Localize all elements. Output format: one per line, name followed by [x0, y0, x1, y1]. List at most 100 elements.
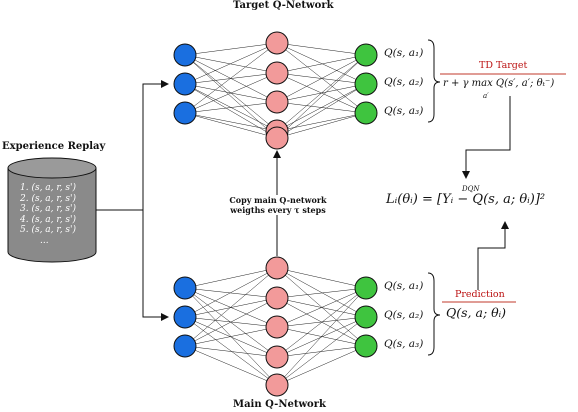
- replay-item: 3. (s, a, r, s'): [20, 204, 77, 215]
- target-hidden-node: [265, 90, 289, 114]
- target-input-node: [173, 43, 197, 67]
- main-connection: [184, 267, 278, 347]
- arrow-to-main-network: [142, 210, 169, 321]
- target-hidden-node: [265, 31, 289, 55]
- target-input-node: [173, 72, 197, 96]
- main-input-node: [173, 334, 197, 358]
- main-hidden-node: [265, 256, 289, 280]
- main-connection: [276, 287, 367, 299]
- target-connection: [184, 83, 278, 139]
- replay-item-list: 1. (s, a, r, s') 2. (s, a, r, s') 3. (s,…: [20, 183, 76, 247]
- main-connection: [276, 316, 367, 328]
- target-connection: [184, 42, 278, 56]
- main-output-node: [354, 276, 378, 300]
- td-target-formula: r + γ max Q(s′, a′; θₜ⁻): [443, 78, 555, 89]
- target-connection: [184, 42, 278, 85]
- main-connection: [184, 287, 278, 299]
- replay-item: 5. (s, a, r, s'): [20, 225, 77, 236]
- target-connection: [276, 42, 367, 56]
- main-output-label: Q(s, a₂): [384, 309, 424, 321]
- target-network-nodes: [173, 31, 378, 150]
- experience-replay-cylinder: [7, 157, 97, 263]
- main-hidden-node: [265, 345, 289, 369]
- target-connection: [276, 112, 367, 132]
- prediction-formula: Q(s, a; θᵢ): [446, 305, 507, 320]
- main-hidden-node: [265, 373, 289, 397]
- prediction-label: Prediction: [455, 289, 505, 300]
- target-connection: [184, 112, 278, 139]
- main-input-node: [173, 305, 197, 329]
- main-brace: [427, 272, 441, 356]
- target-connection: [184, 112, 278, 132]
- main-output-label: Q(s, a₁): [384, 280, 424, 292]
- output-braces: [427, 39, 441, 356]
- main-connection: [276, 267, 367, 318]
- main-connection: [184, 267, 278, 289]
- main-connection: [276, 267, 367, 289]
- replay-item: 4. (s, a, r, s'): [20, 214, 77, 225]
- main-connection: [276, 345, 367, 358]
- target-output-node: [354, 101, 378, 125]
- main-network-title: Main Q-Network: [233, 399, 326, 410]
- main-connection: [184, 316, 278, 358]
- main-connection: [184, 287, 278, 358]
- main-connection: [184, 326, 278, 347]
- main-connection: [184, 345, 278, 358]
- target-connection: [184, 101, 278, 114]
- target-connection: [184, 72, 278, 85]
- target-connection: [184, 54, 278, 74]
- arrow-to-target-network: [142, 80, 169, 210]
- target-output-label: Q(s, a₁): [384, 47, 424, 59]
- main-output-label: Q(s, a₃): [384, 338, 424, 350]
- target-connection: [276, 42, 367, 85]
- target-connection: [276, 54, 367, 74]
- td-target-arrow: [462, 96, 511, 179]
- target-connection: [276, 83, 367, 132]
- main-connection: [184, 345, 278, 386]
- experience-replay-title: Experience Replay: [2, 141, 106, 152]
- target-hidden-node: [265, 126, 289, 150]
- target-output-label: Q(s, a₃): [384, 105, 424, 117]
- replay-item: ...: [40, 235, 49, 246]
- main-connection: [276, 267, 367, 347]
- target-connection: [276, 54, 367, 132]
- target-connection: [276, 83, 367, 139]
- copy-note-line1: Copy main Q-network: [229, 195, 327, 205]
- loss-superscript: DQN: [462, 185, 480, 193]
- main-connection: [276, 316, 367, 386]
- replay-item: 1. (s, a, r, s'): [20, 183, 77, 193]
- copy-note-line2: weigths every τ steps: [230, 205, 326, 215]
- main-connection: [276, 287, 367, 358]
- target-network-title: Target Q-Network: [233, 0, 334, 11]
- target-output-node: [354, 72, 378, 96]
- target-output-label: Q(s, a₂): [384, 76, 424, 88]
- main-output-node: [354, 334, 378, 358]
- main-hidden-node: [265, 286, 289, 310]
- main-connection: [276, 316, 367, 358]
- main-connection: [276, 287, 367, 386]
- target-hidden-node: [265, 61, 289, 85]
- main-connection: [276, 287, 367, 328]
- target-brace: [427, 39, 441, 123]
- target-network-connections: [184, 42, 367, 139]
- target-connection: [184, 72, 278, 114]
- main-connection: [184, 267, 278, 318]
- main-connection: [184, 316, 278, 386]
- main-connection: [276, 345, 367, 386]
- replay-item: 2. (s, a, r, s'): [20, 193, 77, 204]
- target-connection: [184, 54, 278, 139]
- main-connection: [184, 297, 278, 347]
- target-connection: [276, 112, 367, 139]
- copy-weights-note: Copy main Q-network weigths every τ step…: [226, 195, 330, 215]
- loss-formula: Lᵢ(θᵢ) = [Yᵢ − Q(s, a; θᵢ)]²: [386, 192, 546, 207]
- main-network-connections: [184, 267, 367, 386]
- target-connection: [276, 54, 367, 139]
- main-output-node: [354, 305, 378, 329]
- td-target-subscript: a′: [483, 92, 489, 100]
- target-connection: [276, 54, 367, 103]
- target-connection: [276, 42, 367, 114]
- main-hidden-node: [265, 315, 289, 339]
- main-connection: [184, 297, 278, 318]
- prediction-arrow: [477, 221, 509, 290]
